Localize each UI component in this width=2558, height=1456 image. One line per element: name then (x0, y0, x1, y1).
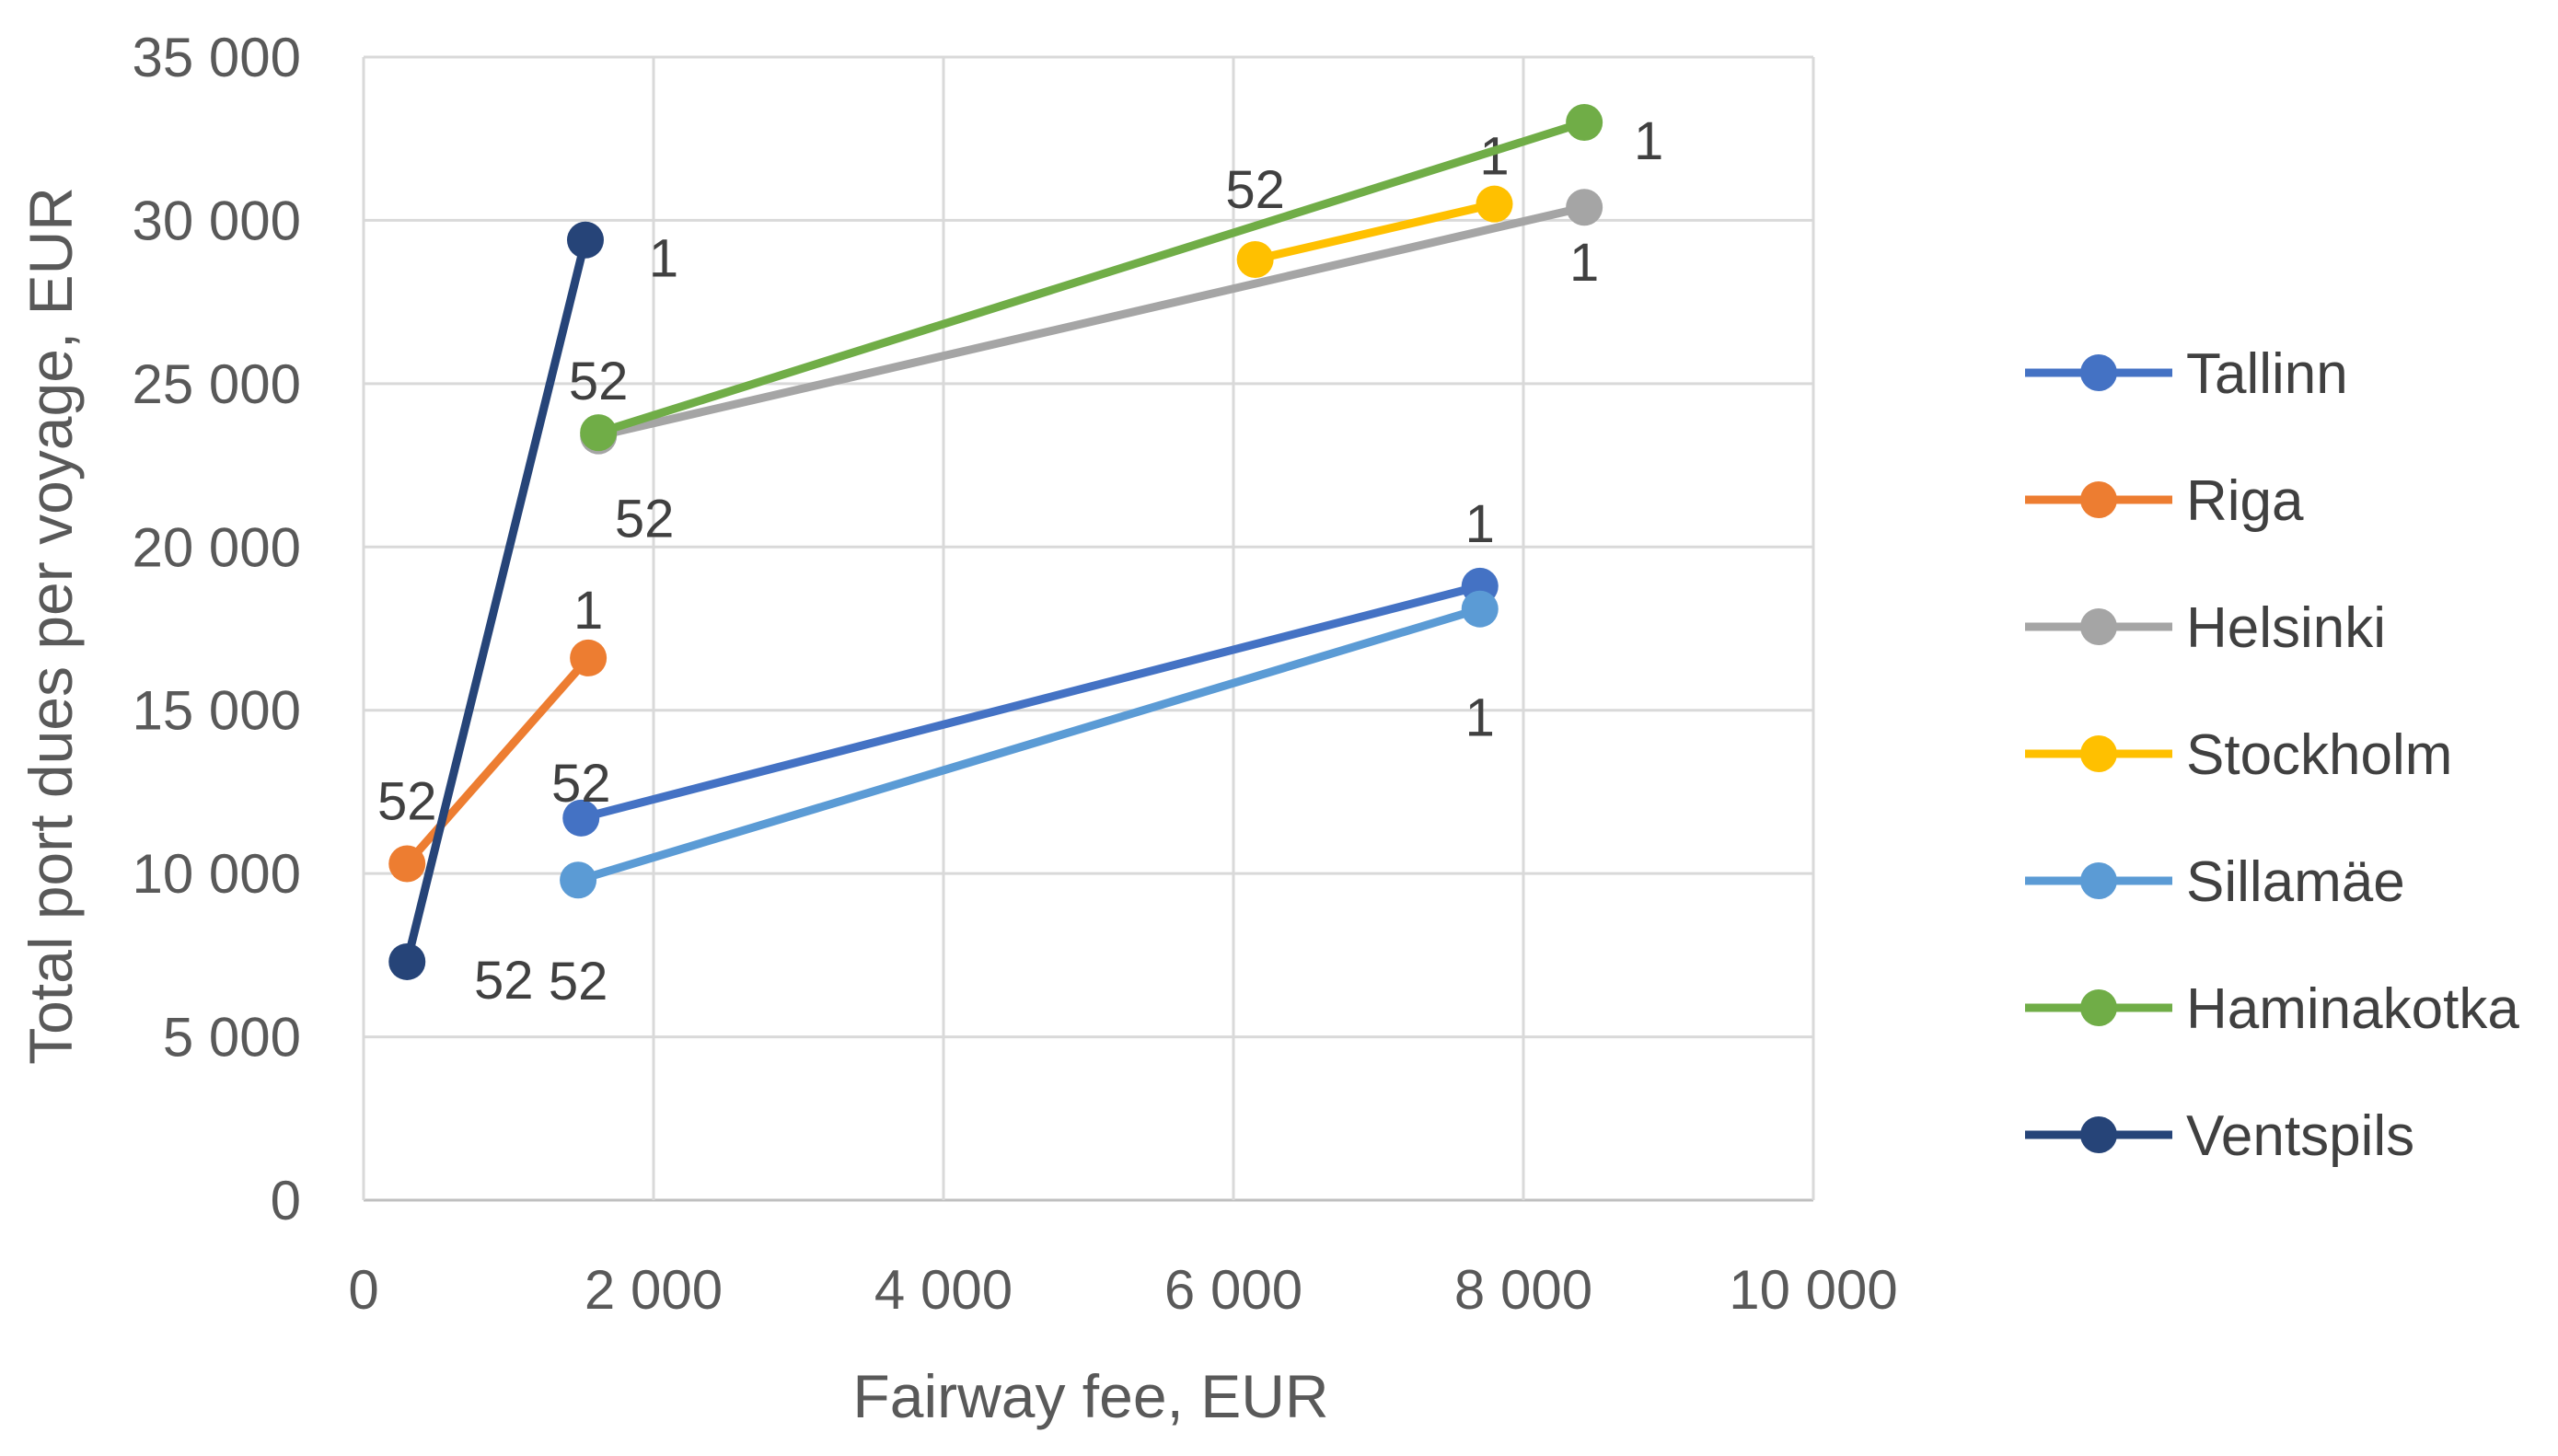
y-tick-label: 30 000 (132, 190, 301, 251)
legend-label: Tallinn (2186, 342, 2348, 406)
legend-item: Tallinn (2025, 342, 2348, 406)
legend-swatch-marker (2080, 481, 2117, 518)
y-tick-label: 15 000 (132, 680, 301, 742)
data-label: 52 (551, 754, 611, 814)
series-ventspils: 521 (388, 221, 678, 1011)
data-point (1236, 241, 1274, 279)
data-label: 1 (573, 581, 603, 641)
x-tick-label: 2 000 (585, 1259, 723, 1321)
series-tallinn: 52 1 (551, 494, 1499, 837)
legend-swatch-marker (2080, 989, 2117, 1026)
x-tick-label: 4 000 (874, 1259, 1013, 1321)
legend-swatch-marker (2080, 735, 2117, 772)
series-line (594, 118, 1589, 437)
legend-label: Riga (2186, 469, 2304, 533)
data-point (562, 799, 600, 837)
legend-label: Haminakotka (2186, 977, 2519, 1041)
series-sillamäe: 52 1 (549, 590, 1499, 1011)
y-tick-label: 25 000 (132, 353, 301, 415)
data-label: 52 (1225, 160, 1285, 220)
legend-item: Riga (2025, 469, 2304, 533)
y-tick-label: 10 000 (132, 843, 301, 905)
legend-item: Sillamäe (2025, 850, 2405, 914)
x-tick-label: 10 000 (1729, 1259, 1898, 1321)
y-tick-label: 20 000 (132, 516, 301, 578)
data-label: 1 (1465, 494, 1495, 554)
legend: Tallinn Riga Helsinki Stockholm Sillamäe Hami… (2025, 342, 2519, 1168)
data-point (560, 861, 597, 899)
data-point (388, 942, 426, 980)
data-label: 52 (615, 490, 675, 549)
data-label: 52 (549, 952, 608, 1011)
tick-labels: 0 5 000 10 000 15 000 20 000 25 000 30 000 35 0… (132, 27, 1897, 1321)
data-point (1566, 189, 1603, 226)
data-point (1566, 103, 1603, 141)
legend-label: Ventspils (2186, 1104, 2414, 1168)
series-line (402, 236, 590, 966)
data-label: 1 (1465, 688, 1495, 748)
x-tick-label: 0 (348, 1259, 378, 1321)
data-point (570, 639, 608, 676)
legend-item: Stockholm (2025, 723, 2452, 787)
data-point (1461, 590, 1499, 628)
legend-label: Sillamäe (2186, 850, 2405, 914)
legend-swatch-marker (2080, 862, 2117, 899)
y-tick-label: 0 (271, 1170, 301, 1231)
series-helsinki: 52 1 (580, 189, 1603, 549)
series-line (576, 582, 1485, 823)
y-tick-label: 5 000 (163, 1007, 301, 1069)
data-point (566, 221, 604, 259)
series-haminakotka: 52 1 (569, 103, 1663, 452)
data-label: 1 (649, 229, 678, 289)
gridlines (362, 55, 1815, 1202)
series-line (1251, 200, 1499, 264)
data-label: 52 (377, 771, 437, 831)
series-line (573, 605, 1485, 884)
data-label: 1 (1634, 111, 1663, 171)
legend-item: Haminakotka (2025, 977, 2519, 1041)
x-axis-title: Fairway fee, EUR (852, 1362, 1328, 1430)
legend-label: Helsinki (2186, 596, 2386, 660)
y-axis-title: Total port dues per voyage, EUR (17, 187, 85, 1065)
data-label: 52 (474, 951, 534, 1011)
data-label: 52 (569, 352, 629, 411)
series-stockholm: 521 (1225, 127, 1513, 279)
x-tick-label: 6 000 (1164, 1259, 1302, 1321)
legend-item: Ventspils (2025, 1104, 2414, 1168)
x-tick-label: 8 000 (1454, 1259, 1592, 1321)
y-tick-label: 35 000 (132, 27, 301, 88)
data-point (1476, 185, 1513, 223)
series-line (594, 202, 1589, 441)
data-point (580, 414, 618, 452)
legend-swatch-marker (2080, 608, 2117, 645)
legend-label: Stockholm (2186, 723, 2452, 787)
legend-swatch-marker (2080, 354, 2117, 391)
data-label: 1 (1569, 233, 1599, 293)
legend-swatch-marker (2080, 1116, 2117, 1153)
legend-item: Helsinki (2025, 596, 2386, 660)
data-point (388, 845, 426, 883)
